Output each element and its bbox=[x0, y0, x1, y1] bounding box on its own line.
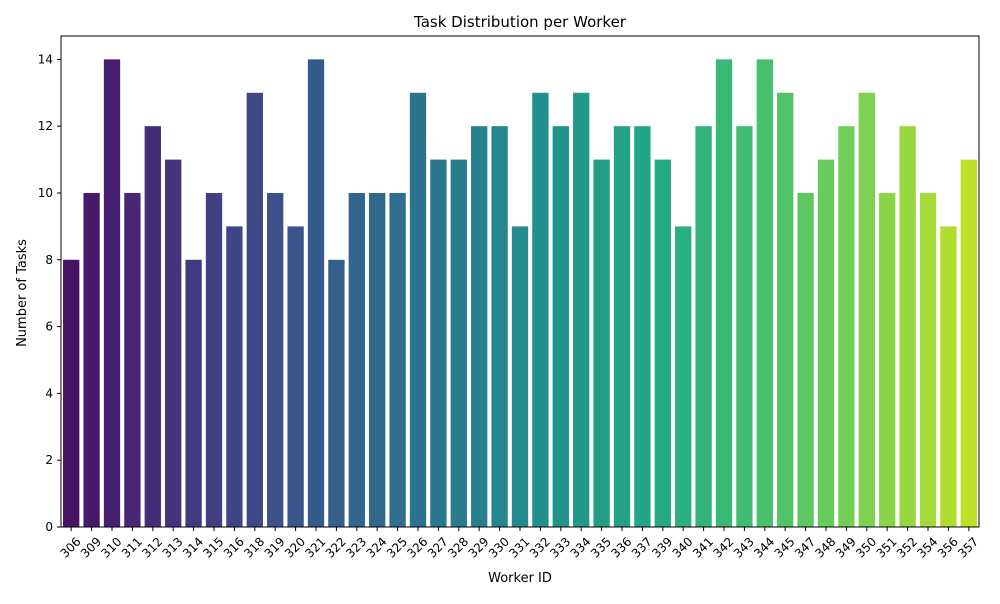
y-tick-label-12: 12 bbox=[38, 119, 53, 133]
bar-341 bbox=[695, 126, 712, 528]
bar-315 bbox=[205, 192, 223, 527]
bar-357 bbox=[960, 159, 977, 528]
y-tick-label-14: 14 bbox=[38, 52, 53, 66]
bar-311 bbox=[124, 192, 141, 527]
y-tick-label-10: 10 bbox=[38, 186, 53, 200]
bar-350 bbox=[858, 92, 875, 527]
bar-340 bbox=[675, 226, 692, 527]
bar-356 bbox=[940, 226, 957, 527]
bar-333 bbox=[552, 126, 569, 528]
bar-335 bbox=[593, 159, 610, 528]
bar-316 bbox=[226, 226, 243, 527]
bar-319 bbox=[267, 192, 284, 527]
y-tick-label-4: 4 bbox=[45, 386, 53, 400]
bar-345 bbox=[777, 92, 794, 527]
bars-group bbox=[63, 59, 977, 528]
bar-312 bbox=[144, 126, 161, 528]
bar-336 bbox=[613, 126, 631, 528]
x-axis: 3063093103113123133143153163183193203213… bbox=[58, 527, 981, 561]
bar-321 bbox=[307, 59, 325, 527]
bar-314 bbox=[185, 259, 202, 527]
chart-title: Task Distribution per Worker bbox=[413, 13, 627, 31]
bar-323 bbox=[348, 192, 365, 527]
bar-352 bbox=[899, 126, 916, 528]
bar-344 bbox=[756, 59, 773, 527]
y-tick-label-0: 0 bbox=[45, 520, 53, 534]
bar-347 bbox=[797, 192, 814, 527]
bar-318 bbox=[246, 92, 263, 527]
y-tick-label-8: 8 bbox=[45, 253, 53, 267]
bar-322 bbox=[328, 259, 345, 527]
bar-332 bbox=[532, 92, 549, 527]
y-axis-label: Number of Tasks bbox=[15, 239, 30, 347]
bar-337 bbox=[634, 126, 651, 528]
bar-306 bbox=[63, 259, 80, 527]
y-axis: 0 2 4 6 8 10 12 14 bbox=[38, 52, 61, 534]
bar-331 bbox=[511, 226, 529, 527]
bar-329 bbox=[471, 126, 488, 528]
y-tick-label-6: 6 bbox=[45, 320, 53, 334]
bar-334 bbox=[573, 92, 590, 527]
bar-348 bbox=[817, 159, 835, 528]
bar-339 bbox=[654, 159, 671, 528]
bar-330 bbox=[491, 126, 508, 528]
x-tick-label-357: 357 bbox=[955, 535, 981, 561]
y-tick-label-2: 2 bbox=[45, 453, 53, 467]
bar-313 bbox=[165, 159, 182, 528]
bar-320 bbox=[287, 226, 304, 527]
bar-349 bbox=[838, 126, 855, 528]
bar-327 bbox=[430, 159, 447, 528]
bar-310 bbox=[103, 59, 121, 527]
plot-frame bbox=[60, 35, 980, 528]
bar-342 bbox=[715, 59, 733, 527]
bar-309 bbox=[83, 192, 100, 527]
bar-324 bbox=[369, 192, 386, 527]
bar-343 bbox=[736, 126, 753, 528]
bar-325 bbox=[389, 192, 406, 527]
bar-354 bbox=[919, 192, 937, 527]
bar-326 bbox=[409, 92, 427, 527]
bar-351 bbox=[879, 192, 896, 527]
bar-328 bbox=[450, 159, 467, 528]
x-axis-label: Worker ID bbox=[488, 571, 552, 586]
